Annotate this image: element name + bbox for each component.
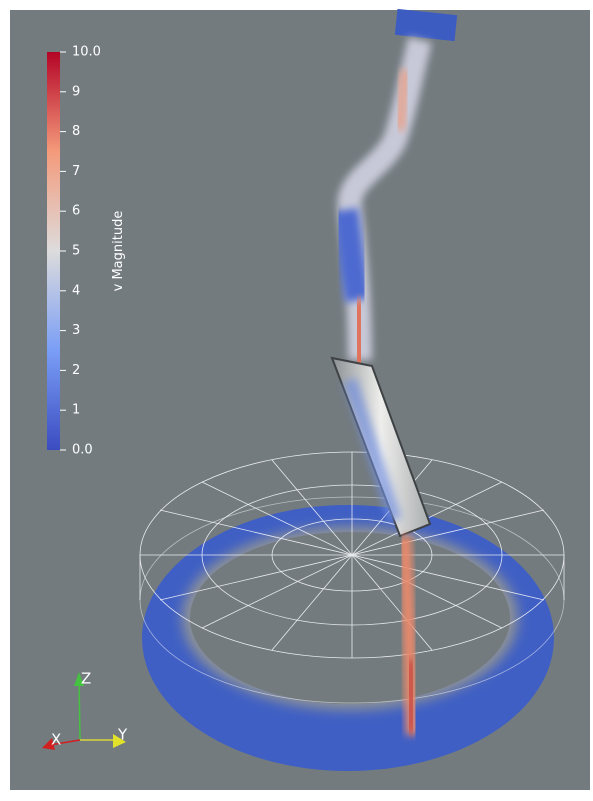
tick-label: 8 [72, 124, 80, 139]
tick-label: 3 [72, 323, 80, 338]
tick-label: 6 [72, 204, 80, 219]
tick-label: 9 [72, 84, 80, 99]
tick-label: 5 [72, 244, 80, 259]
x-label: X [51, 731, 61, 749]
z-label: Z [81, 670, 91, 688]
tick-label: 7 [72, 164, 80, 179]
tick-label: 10.0 [72, 45, 101, 60]
z-axis [79, 680, 80, 740]
tick-label: 2 [72, 363, 80, 378]
tick-label: 0.0 [72, 443, 93, 458]
color-bar-title: v Magnitude [111, 211, 126, 292]
tick-label: 1 [72, 403, 80, 418]
viewport: v Magnitude 0.0 1 2 3 4 5 6 7 8 9 10.0 Z Y X [0, 0, 593, 801]
y-label: Y [117, 726, 128, 744]
tick-label: 4 [72, 283, 80, 298]
color-bar [47, 52, 60, 450]
